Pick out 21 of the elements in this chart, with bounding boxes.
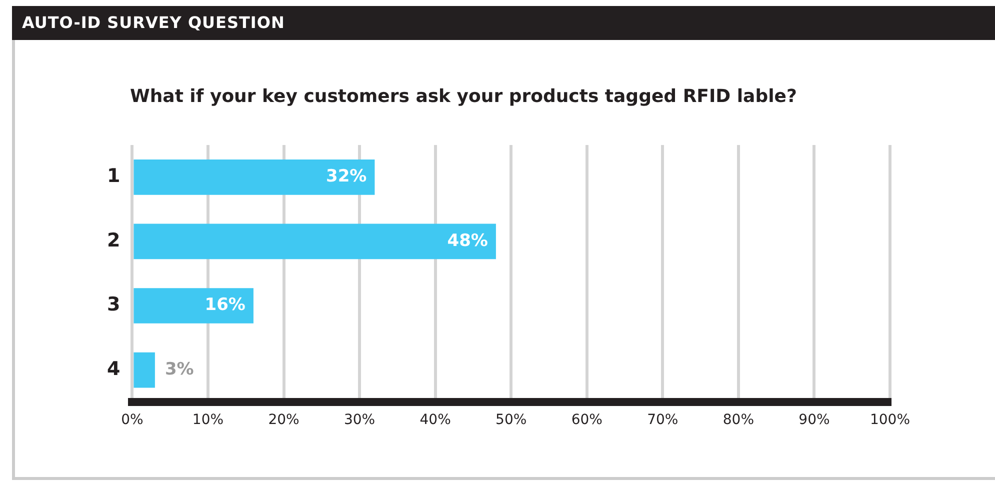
data-label: 16% [204,295,246,316]
x-tick-label: 90% [798,412,830,428]
x-tick-label: 10% [192,412,224,428]
data-label: 48% [447,230,488,251]
x-tick-label: 70% [647,412,678,428]
x-tick-label: 20% [268,412,300,428]
chart-title: AUTO-ID SURVEY QUESTION [12,6,995,40]
y-tick-label: 3 [106,294,120,316]
y-tick-label: 4 [106,358,120,380]
data-label: 32% [326,166,367,187]
y-tick-label: 1 [106,165,120,188]
x-tick-label: 60% [571,412,602,428]
chart-subtitle: What if your key customers ask your products tagged RFID lable? [130,86,797,107]
x-tick-label: 100% [870,412,910,428]
x-tick-label: 0% [121,412,144,428]
x-tick-label: 50% [496,412,527,428]
x-tick-label: 80% [722,412,754,428]
x-tick-label: 30% [344,412,376,428]
y-tick-label: 2 [106,229,120,252]
data-label: 3% [164,359,194,380]
x-tick-label: 40% [420,412,451,428]
